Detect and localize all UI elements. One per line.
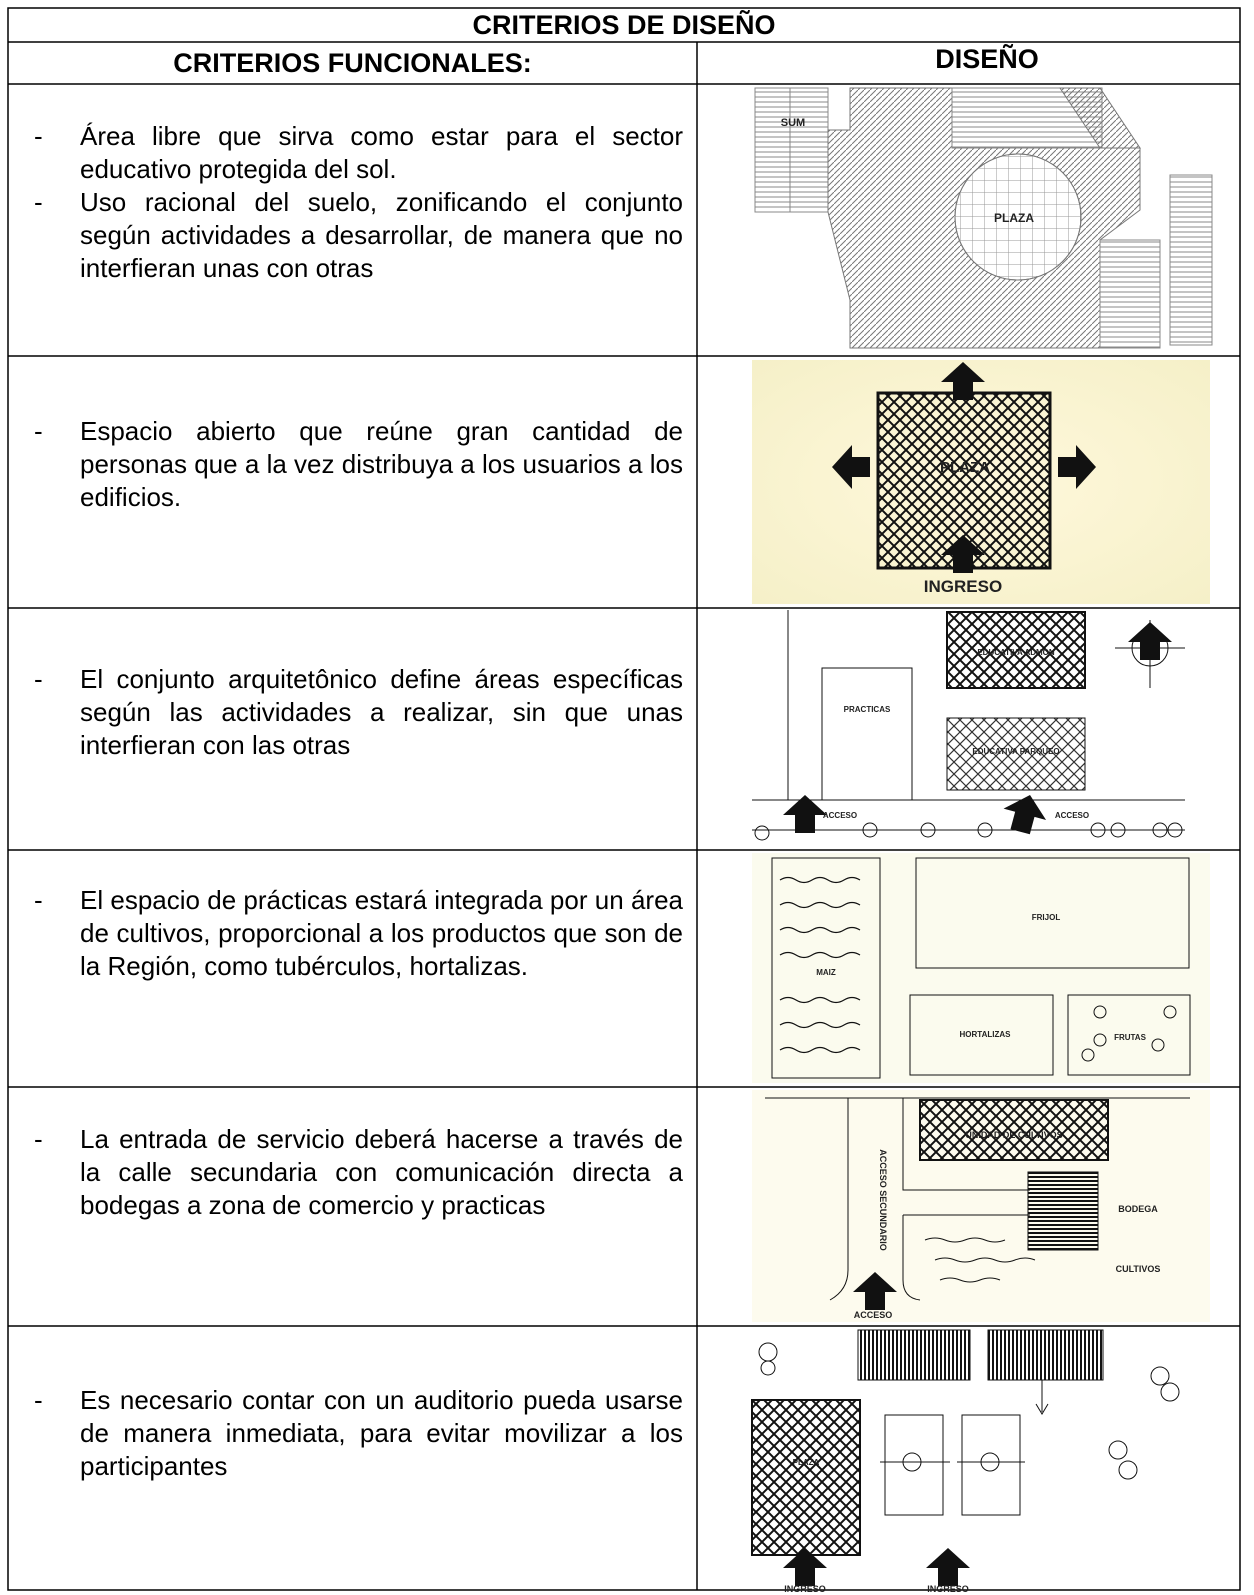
diagram-label: ACCESO: [854, 1310, 893, 1320]
diagram-zoning: SUM PLAZA: [754, 87, 1213, 349]
bullet-marker: -: [34, 121, 43, 151]
criterion-text: - Área libre que sirva como estar para el…: [34, 120, 683, 186]
diagram-label: INGRESO: [784, 1584, 826, 1594]
diagram-label: PLAZA: [994, 211, 1034, 225]
bullet-marker: -: [34, 885, 43, 915]
criterion-sentence: La entrada de servicio deberá hacerse a …: [80, 1124, 683, 1220]
diagram-label: BODEGA: [1118, 1204, 1158, 1214]
diagram-service: UNIDAD DE CULTIVOS ACCESO SECUNDARIO BOD…: [752, 1090, 1210, 1322]
diagram-label: EDUCATIVA PARQUEO: [972, 747, 1059, 756]
diagram-label: ACCESO: [823, 811, 857, 820]
column-header: DISEÑO: [935, 44, 1039, 74]
criterion-sentence: El conjunto arquitetônico define áreas e…: [80, 664, 683, 760]
diagram-auditorium: PLAZA INGRESO INGRESO: [751, 1329, 1180, 1594]
diagram-areas: PRACTICAS EDUCATIVA ADMON EDUCATIVA PARQ…: [752, 610, 1185, 841]
bullet-marker: -: [34, 187, 43, 217]
diagram-label: PRACTICAS: [844, 705, 891, 714]
table-title: CRITERIOS DE DISEÑO: [472, 10, 776, 40]
diagram-label: ACCESO SECUNDARIO: [878, 1149, 888, 1251]
criterion-text: - La entrada de servicio deberá hacerse a…: [34, 1123, 683, 1222]
diagram-label: ACCESO: [1055, 811, 1089, 820]
diagram-label: PLAZA: [793, 1458, 820, 1467]
criterion-text: - El espacio de prácticas estará integrad…: [34, 884, 683, 983]
diagram-label: UNIDAD DE CULTIVOS: [965, 1130, 1062, 1140]
diagram-label: FRIJOL: [1032, 913, 1061, 922]
diagram-label: INGRESO: [924, 577, 1002, 596]
diagram-label: CULTIVOS: [1116, 1264, 1161, 1274]
diagram-plaza: PLAZA INGRESO: [752, 360, 1210, 604]
bullet-marker: -: [34, 1385, 43, 1415]
criterion-text: - Espacio abierto que reúne gran cantidad…: [34, 415, 683, 514]
bullet-marker: -: [34, 1124, 43, 1154]
diagram-label: FRUTAS: [1114, 1033, 1147, 1042]
bullet-marker: -: [34, 416, 43, 446]
criterion-sentence: El espacio de prácticas estará integrada…: [80, 885, 683, 981]
criterion-sentence: Espacio abierto que reúne gran cantidad …: [80, 416, 683, 512]
criterion-text: - El conjunto arquitetônico define áreas …: [34, 663, 683, 762]
diagram-crops: MAIZ FRIJOL HORTALIZAS FRUTAS: [752, 853, 1210, 1083]
criterion-text: - Es necesario contar con un auditorio pu…: [34, 1384, 683, 1483]
criterion-sentence: Es necesario contar con un auditorio pue…: [80, 1385, 683, 1481]
criterion-sentence: Área libre que sirva como estar para el …: [80, 121, 683, 184]
criterion-text: - Uso racional del suelo, zonificando el …: [34, 186, 683, 285]
diagram-label: SUM: [781, 117, 805, 129]
diagram-label: PLAZA: [940, 459, 990, 476]
diagram-label: EDUCATIVA ADMON: [977, 648, 1055, 657]
criterion-sentence: Uso racional del suelo, zonificando el c…: [80, 187, 683, 283]
bullet-marker: -: [34, 664, 43, 694]
diagram-label: INGRESO: [927, 1584, 969, 1594]
diagram-label: HORTALIZAS: [960, 1030, 1012, 1039]
column-header: CRITERIOS FUNCIONALES:: [173, 48, 532, 78]
table-border: [7, 7, 1241, 1591]
diagram-label: MAIZ: [816, 968, 836, 977]
